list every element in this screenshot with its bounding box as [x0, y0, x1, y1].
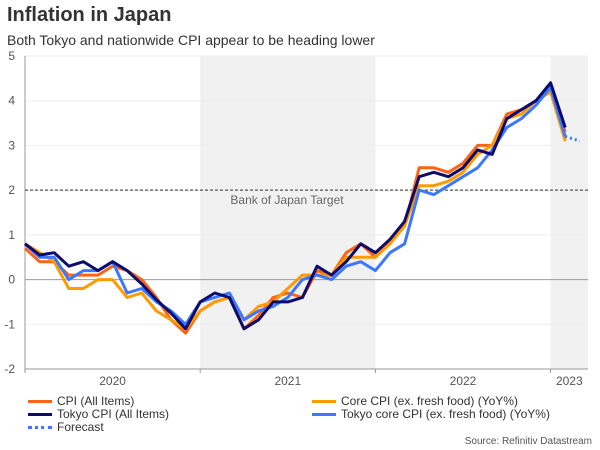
legend-label: Tokyo core CPI (ex. fresh food) (YoY%) — [341, 407, 550, 421]
legend-item-cpi: CPI (All Items) — [28, 394, 134, 408]
x-tick-label-2021: 2021 — [274, 374, 301, 388]
legend-label: Forecast — [57, 420, 104, 434]
legend-swatch — [312, 412, 336, 416]
source-note: Source: Refinitiv Datastream — [464, 436, 592, 447]
shaded-band-2021 — [200, 56, 376, 369]
y-tick-label: 5 — [8, 49, 15, 63]
x-tick-label-2022: 2022 — [450, 374, 477, 388]
legend-item-core-cpi: Core CPI (ex. fresh food) (YoY%) — [312, 394, 518, 408]
series-line-3 — [23, 85, 567, 326]
chart-title: Inflation in Japan — [7, 4, 172, 26]
y-tick-label: -1 — [4, 317, 15, 331]
legend-swatch — [28, 412, 52, 416]
legend-item-tokyo-core-cpi: Tokyo core CPI (ex. fresh food) (YoY%) — [312, 407, 550, 421]
legend-item-tokyo-cpi: Tokyo CPI (All Items) — [28, 407, 169, 421]
reference-line-label: Bank of Japan Target — [230, 193, 344, 207]
y-tick-label: 1 — [8, 228, 15, 242]
legend-label: Core CPI (ex. fresh food) (YoY%) — [341, 394, 518, 408]
y-tick-label: 2 — [8, 183, 15, 197]
x-tick-label-2020: 2020 — [99, 374, 126, 388]
legend-swatch — [28, 425, 52, 429]
legend-swatch — [312, 399, 336, 403]
legend-label: CPI (All Items) — [57, 394, 135, 408]
series-line-1 — [24, 90, 567, 331]
y-tick-label: 4 — [8, 94, 15, 108]
y-tick-label: -2 — [4, 362, 15, 376]
legend-swatch — [28, 399, 52, 403]
y-tick-label: 3 — [8, 138, 15, 152]
y-tick-label: 0 — [8, 273, 15, 287]
legend-item-forecast: Forecast — [28, 420, 104, 434]
chart-subtitle: Both Tokyo and nationwide CPI appear to … — [7, 32, 375, 48]
series-line-2 — [24, 81, 567, 331]
legend-label: Tokyo CPI (All Items) — [57, 407, 170, 421]
x-tick-label-2023: 2023 — [556, 374, 583, 388]
